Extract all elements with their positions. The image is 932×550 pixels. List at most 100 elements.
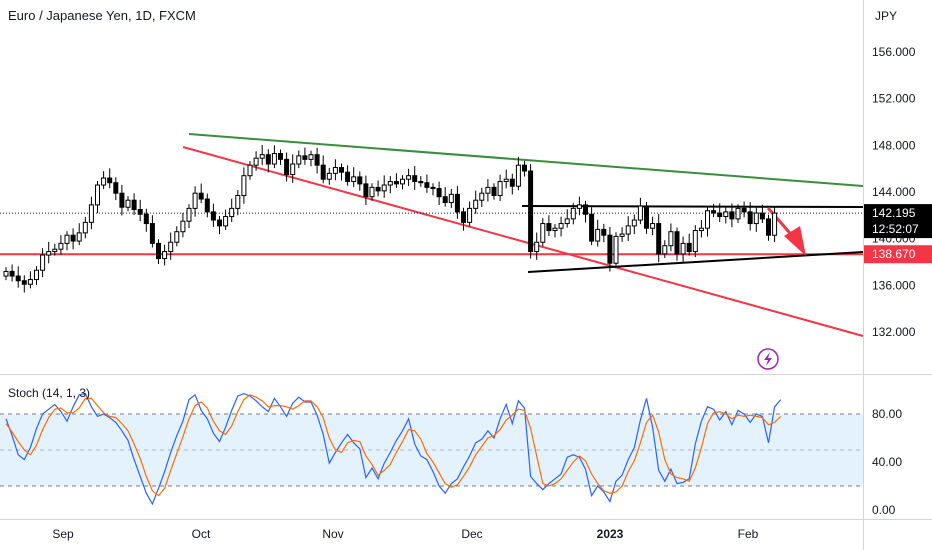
candle-body[interactable] [747,211,753,225]
candlestick-series[interactable] [3,145,778,293]
candle-body[interactable] [40,254,46,271]
candle-body[interactable] [540,223,546,243]
candle-body[interactable] [753,212,759,225]
candle-body[interactable] [186,207,192,222]
candle-body[interactable] [619,233,625,237]
candle-body[interactable] [534,241,540,253]
resistance-trendline[interactable] [188,133,864,187]
candle-body[interactable] [375,186,381,192]
stoch-d-line[interactable] [5,394,782,497]
candle-body[interactable] [15,275,21,282]
time-axis[interactable]: Sep Oct Nov Dec 2023 Feb [52,527,758,541]
candle-body[interactable] [113,182,119,194]
candle-body[interactable] [741,207,747,213]
candle-body[interactable] [509,178,515,187]
candle-body[interactable] [503,178,509,183]
candle-body[interactable] [454,193,460,213]
symbol-title[interactable]: Euro / Japanese Yen, 1D, FXCM [8,8,196,23]
candle-body[interactable] [552,227,558,232]
candle-body[interactable] [107,177,113,184]
candle-body[interactable] [650,223,656,229]
candle-body[interactable] [686,242,692,253]
candle-body[interactable] [101,177,107,186]
candle-body[interactable] [143,213,149,225]
candle-body[interactable] [302,155,308,160]
candle-body[interactable] [64,234,70,244]
candle-body[interactable] [601,228,607,236]
trendline-drawings[interactable] [0,133,864,337]
candle-body[interactable] [595,228,601,242]
candle-body[interactable] [125,199,131,208]
candle-body[interactable] [149,223,155,244]
candle-body[interactable] [698,227,704,232]
candle-body[interactable] [711,210,717,214]
candle-body[interactable] [735,207,741,220]
candle-body[interactable] [424,182,430,188]
candle-body[interactable] [570,207,576,220]
candle-body[interactable] [436,188,442,198]
candle-body[interactable] [156,242,161,260]
candle-body[interactable] [430,186,436,190]
candle-body[interactable] [223,216,229,227]
candle-body[interactable] [168,241,174,253]
candle-body[interactable] [717,212,723,218]
candle-body[interactable] [583,204,588,215]
candle-body[interactable] [174,231,180,243]
candle-body[interactable] [705,210,710,229]
candle-body[interactable] [369,186,375,198]
candle-body[interactable] [772,212,778,236]
candle-body[interactable] [95,184,100,206]
candle-body[interactable] [363,183,369,198]
candle-body[interactable] [674,231,680,255]
candle-body[interactable] [320,164,326,180]
candle-body[interactable] [656,223,662,255]
candle-body[interactable] [479,192,485,201]
candle-body[interactable] [265,154,271,165]
candle-body[interactable] [729,211,735,220]
candle-body[interactable] [637,205,643,221]
candle-body[interactable] [692,230,698,253]
candle-body[interactable] [119,192,125,208]
candle-body[interactable] [576,204,582,209]
price-axis[interactable]: JPY156.000152.000148.000144.000140.00013… [872,9,916,517]
candle-body[interactable] [278,153,283,160]
candle-body[interactable] [210,211,216,221]
projection-arrow-head[interactable] [784,226,806,256]
candle-body[interactable] [467,207,473,223]
candle-body[interactable] [332,167,338,174]
candle-body[interactable] [473,199,479,209]
stochastic-series[interactable] [5,392,782,506]
candle-body[interactable] [76,232,82,242]
candle-body[interactable] [217,219,222,227]
candle-body[interactable] [253,157,259,166]
candle-body[interactable] [192,192,198,209]
support-trendline[interactable] [182,146,864,337]
candle-body[interactable] [357,176,363,185]
candle-body[interactable] [631,219,637,227]
candle-body[interactable] [271,153,277,165]
candle-body[interactable] [759,212,765,220]
candle-body[interactable] [461,211,466,223]
candle-body[interactable] [351,176,357,183]
candle-body[interactable] [88,204,94,223]
candle-body[interactable] [290,163,296,176]
candle-body[interactable] [229,207,235,218]
candle-body[interactable] [515,164,521,187]
candle-body[interactable] [680,242,686,255]
candle-body[interactable] [613,235,619,264]
candle-body[interactable] [448,193,454,204]
candle-body[interactable] [58,242,64,250]
candle-body[interactable] [137,209,143,215]
candle-body[interactable] [180,220,186,233]
candle-body[interactable] [345,171,351,183]
candle-body[interactable] [296,155,302,165]
candle-body[interactable] [644,205,649,229]
candle-body[interactable] [387,181,393,186]
candle-body[interactable] [52,248,58,253]
candle-body[interactable] [412,175,418,183]
candle-body[interactable] [34,269,39,281]
candle-body[interactable] [607,234,613,264]
candle-body[interactable] [442,196,448,204]
candle-body[interactable] [3,270,9,277]
candle-body[interactable] [564,218,570,225]
